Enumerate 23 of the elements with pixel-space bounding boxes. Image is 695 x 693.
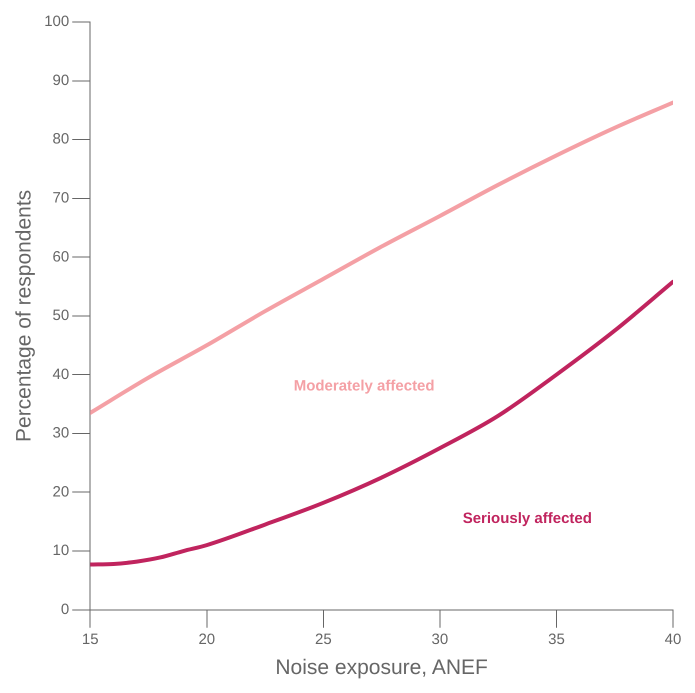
y-tick-label: 50 (52, 307, 70, 324)
line-series (90, 100, 673, 415)
line-series (90, 280, 673, 567)
text: Seriously affected (462, 510, 592, 527)
y-tick-label: 30 (52, 424, 70, 442)
x-tick-label: 40 (664, 630, 682, 648)
y-tick-label: 60 (52, 248, 70, 266)
x-tick-label: 15 (82, 630, 99, 648)
y-tick-label: 90 (52, 72, 70, 89)
y-tick-label: 100 (44, 13, 70, 30)
y-tick-label: 0 (60, 600, 70, 618)
x-tick-label: 30 (432, 630, 448, 648)
y-axis-title: Percentage of respondents (12, 190, 36, 442)
x-tick-label: 35 (548, 630, 565, 648)
y-tick-label: 10 (52, 542, 70, 560)
y-tick-label: 70 (52, 189, 70, 206)
text: Moderately affected (294, 378, 435, 395)
y-tick-label: 20 (52, 483, 70, 500)
x-axis-title: Noise exposure, ANEF (275, 656, 488, 680)
y-tick-label: 40 (52, 366, 70, 383)
y-tick-label: 80 (52, 130, 70, 148)
x-tick-label: 20 (198, 630, 216, 648)
x-tick-label: 25 (314, 630, 332, 648)
